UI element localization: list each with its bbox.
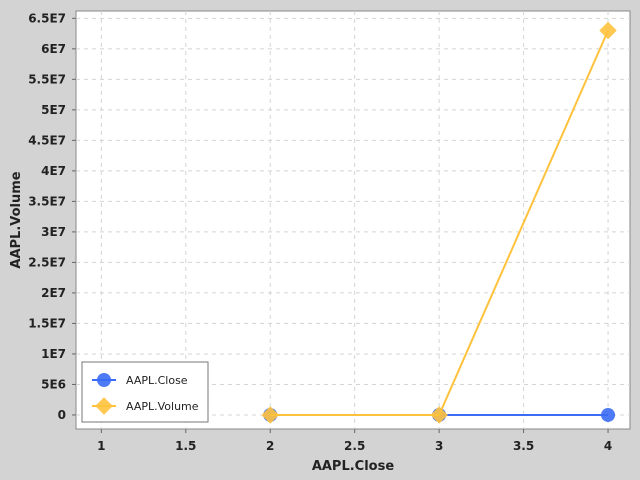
- legend-item-aapl-close: AAPL.Close: [92, 373, 188, 387]
- legend-item-aapl-volume: AAPL.Volume: [92, 397, 199, 415]
- data-point-aapl-volume: [599, 21, 617, 40]
- y-axis: 0 5E6 1E7 1.5E7 2E7 2.5E7 3E7 3.5E7 4E7 4.5E7 5E7 5…: [28, 11, 76, 422]
- x-axis: 1 1.5 2 2.5 3 3.5 4: [97, 429, 612, 453]
- x-tick-label: 2: [266, 439, 274, 453]
- y-tick-label: 3.5E7: [28, 194, 66, 208]
- legend-label: AAPL.Close: [126, 374, 188, 387]
- x-tick-label: 3: [435, 439, 443, 453]
- legend-marker: [95, 397, 113, 415]
- grid-lines: [76, 11, 630, 429]
- legend-label: AAPL.Volume: [126, 400, 199, 413]
- y-tick-label: 0: [58, 408, 66, 422]
- y-tick-label: 4E7: [41, 164, 66, 178]
- series-group: [261, 21, 617, 424]
- legend-marker: [97, 373, 111, 387]
- legend-box: [81, 361, 209, 423]
- y-axis-title: AAPL.Volume: [9, 171, 24, 268]
- x-tick-label: 1: [97, 439, 105, 453]
- y-tick-label: 2E7: [41, 286, 66, 300]
- x-tick-label: 4: [604, 439, 612, 453]
- plot-area: [75, 10, 631, 430]
- x-tick-label: 3.5: [513, 439, 534, 453]
- legend: AAPL.Close AAPL.Volume: [81, 361, 209, 423]
- y-tick-label: 5.5E7: [28, 72, 66, 86]
- y-tick-label: 1E7: [41, 347, 66, 361]
- data-point-aapl-volume: [430, 406, 448, 424]
- y-tick-label: 6E7: [41, 42, 66, 56]
- data-point-aapl-close: [601, 407, 616, 422]
- y-tick-label: 1.5E7: [28, 316, 66, 330]
- series-aapl-volume: [261, 21, 617, 424]
- data-point-aapl-volume: [261, 406, 279, 424]
- y-tick-label: 6.5E7: [28, 11, 66, 25]
- y-tick-label: 3E7: [41, 225, 66, 239]
- y-tick-label: 4.5E7: [28, 133, 66, 147]
- y-tick-label: 2.5E7: [28, 255, 66, 269]
- x-tick-label: 2.5: [344, 439, 365, 453]
- y-tick-label: 5E7: [41, 103, 66, 117]
- y-tick-label: 5E6: [41, 377, 66, 391]
- x-tick-label: 1.5: [175, 439, 196, 453]
- x-axis-title: AAPL.Close: [312, 459, 395, 474]
